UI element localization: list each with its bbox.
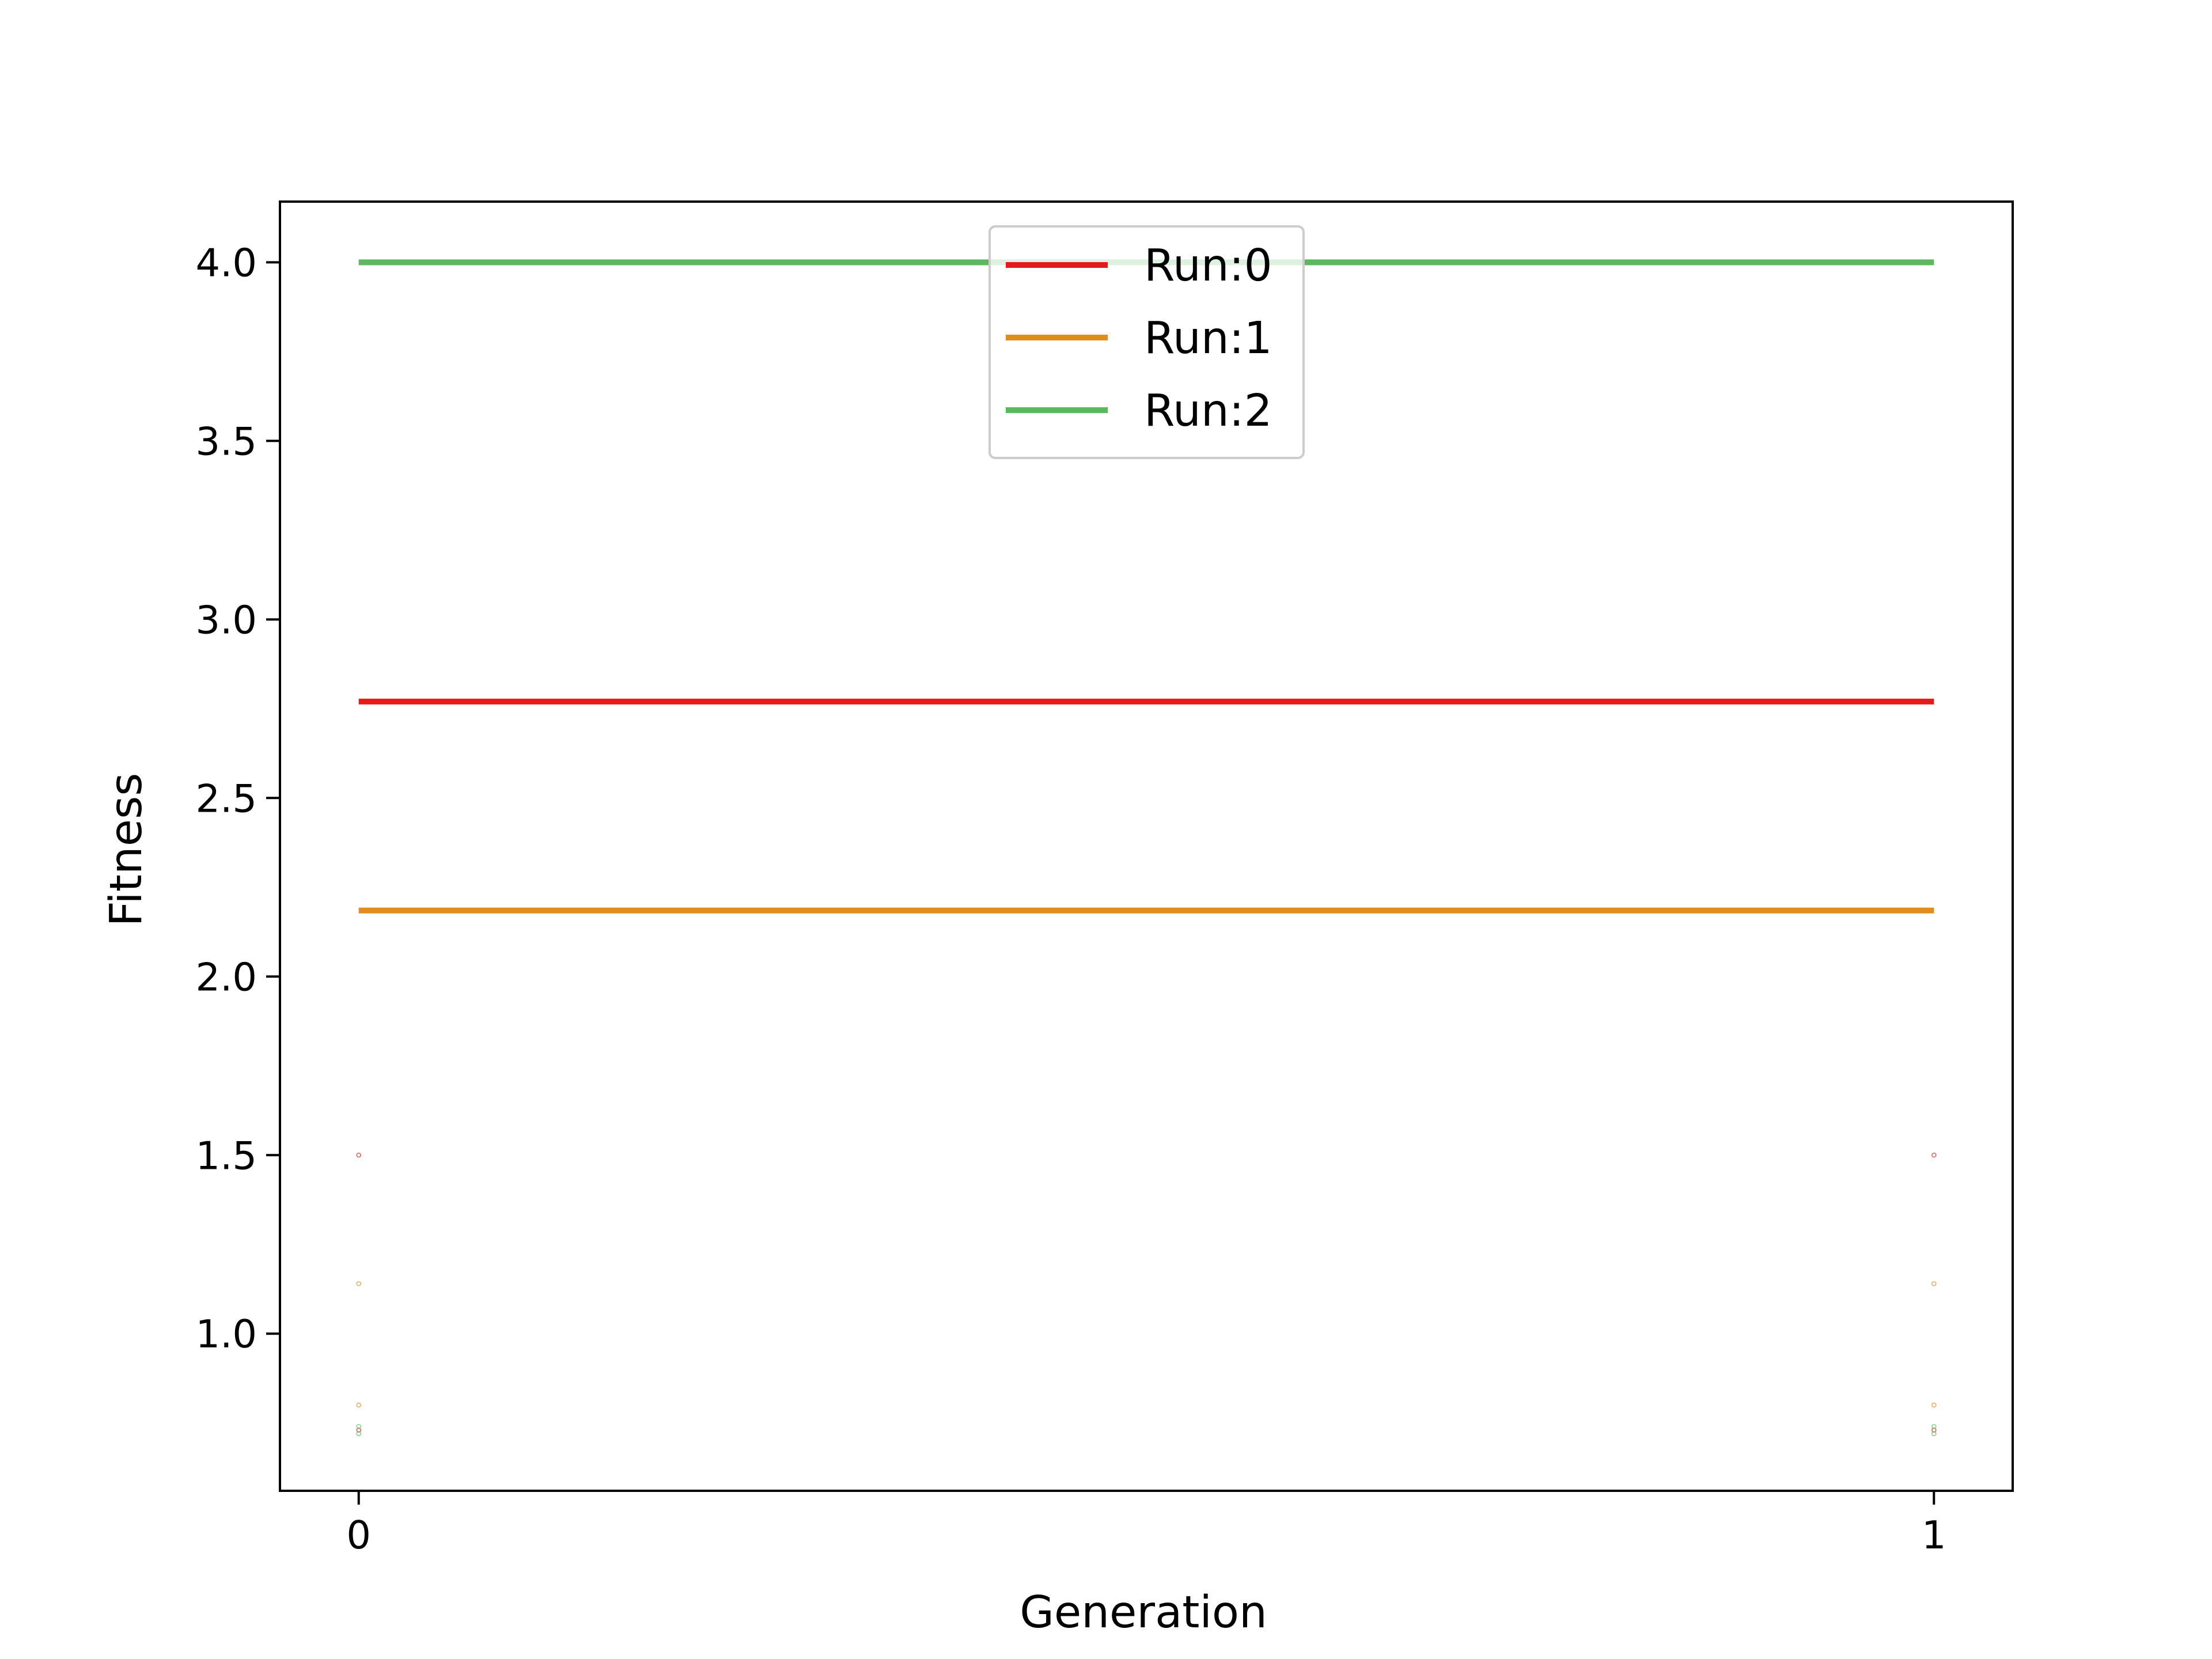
scatter-point (1931, 1152, 1937, 1158)
axes: 0 1 1.0 1.5 2.0 2.5 3.0 3.5 4.0 (195, 200, 2014, 1558)
scatter-point (1931, 1431, 1937, 1437)
y-tick-label: 2.5 (195, 776, 257, 821)
scatter-point (1931, 1427, 1937, 1433)
scatter-point (356, 1431, 362, 1437)
x-tick-label: 1 (1922, 1513, 1946, 1558)
y-tick-label: 4.0 (195, 240, 257, 285)
legend: Run:0 Run:1 Run:2 (988, 225, 1305, 459)
axes-frame (279, 200, 2014, 1492)
legend-label-2: Run:2 (1144, 385, 1272, 437)
y-tick-label: 1.0 (195, 1312, 257, 1357)
y-tick-label: 2.0 (195, 955, 257, 999)
scatter-point (356, 1281, 362, 1286)
scatter-point (356, 1152, 362, 1158)
y-tick-label: 3.5 (195, 419, 257, 464)
legend-label-0: Run:0 (1144, 240, 1272, 291)
scatter-point (1931, 1281, 1937, 1286)
scatter-point (356, 1427, 362, 1433)
scatter-point (1931, 1424, 1937, 1429)
scatter-point (1931, 1402, 1937, 1408)
y-tick-label: 1.5 (195, 1133, 257, 1178)
legend-label-1: Run:1 (1144, 313, 1272, 364)
x-axis-label: Generation (1020, 1587, 1267, 1638)
scatter-point (356, 1424, 362, 1429)
y-tick-label: 3.0 (195, 597, 257, 642)
x-tick-label: 0 (346, 1513, 371, 1558)
legend-box (988, 225, 1305, 459)
y-axis-label: Fitness (101, 773, 152, 927)
scatter-point (356, 1402, 362, 1408)
